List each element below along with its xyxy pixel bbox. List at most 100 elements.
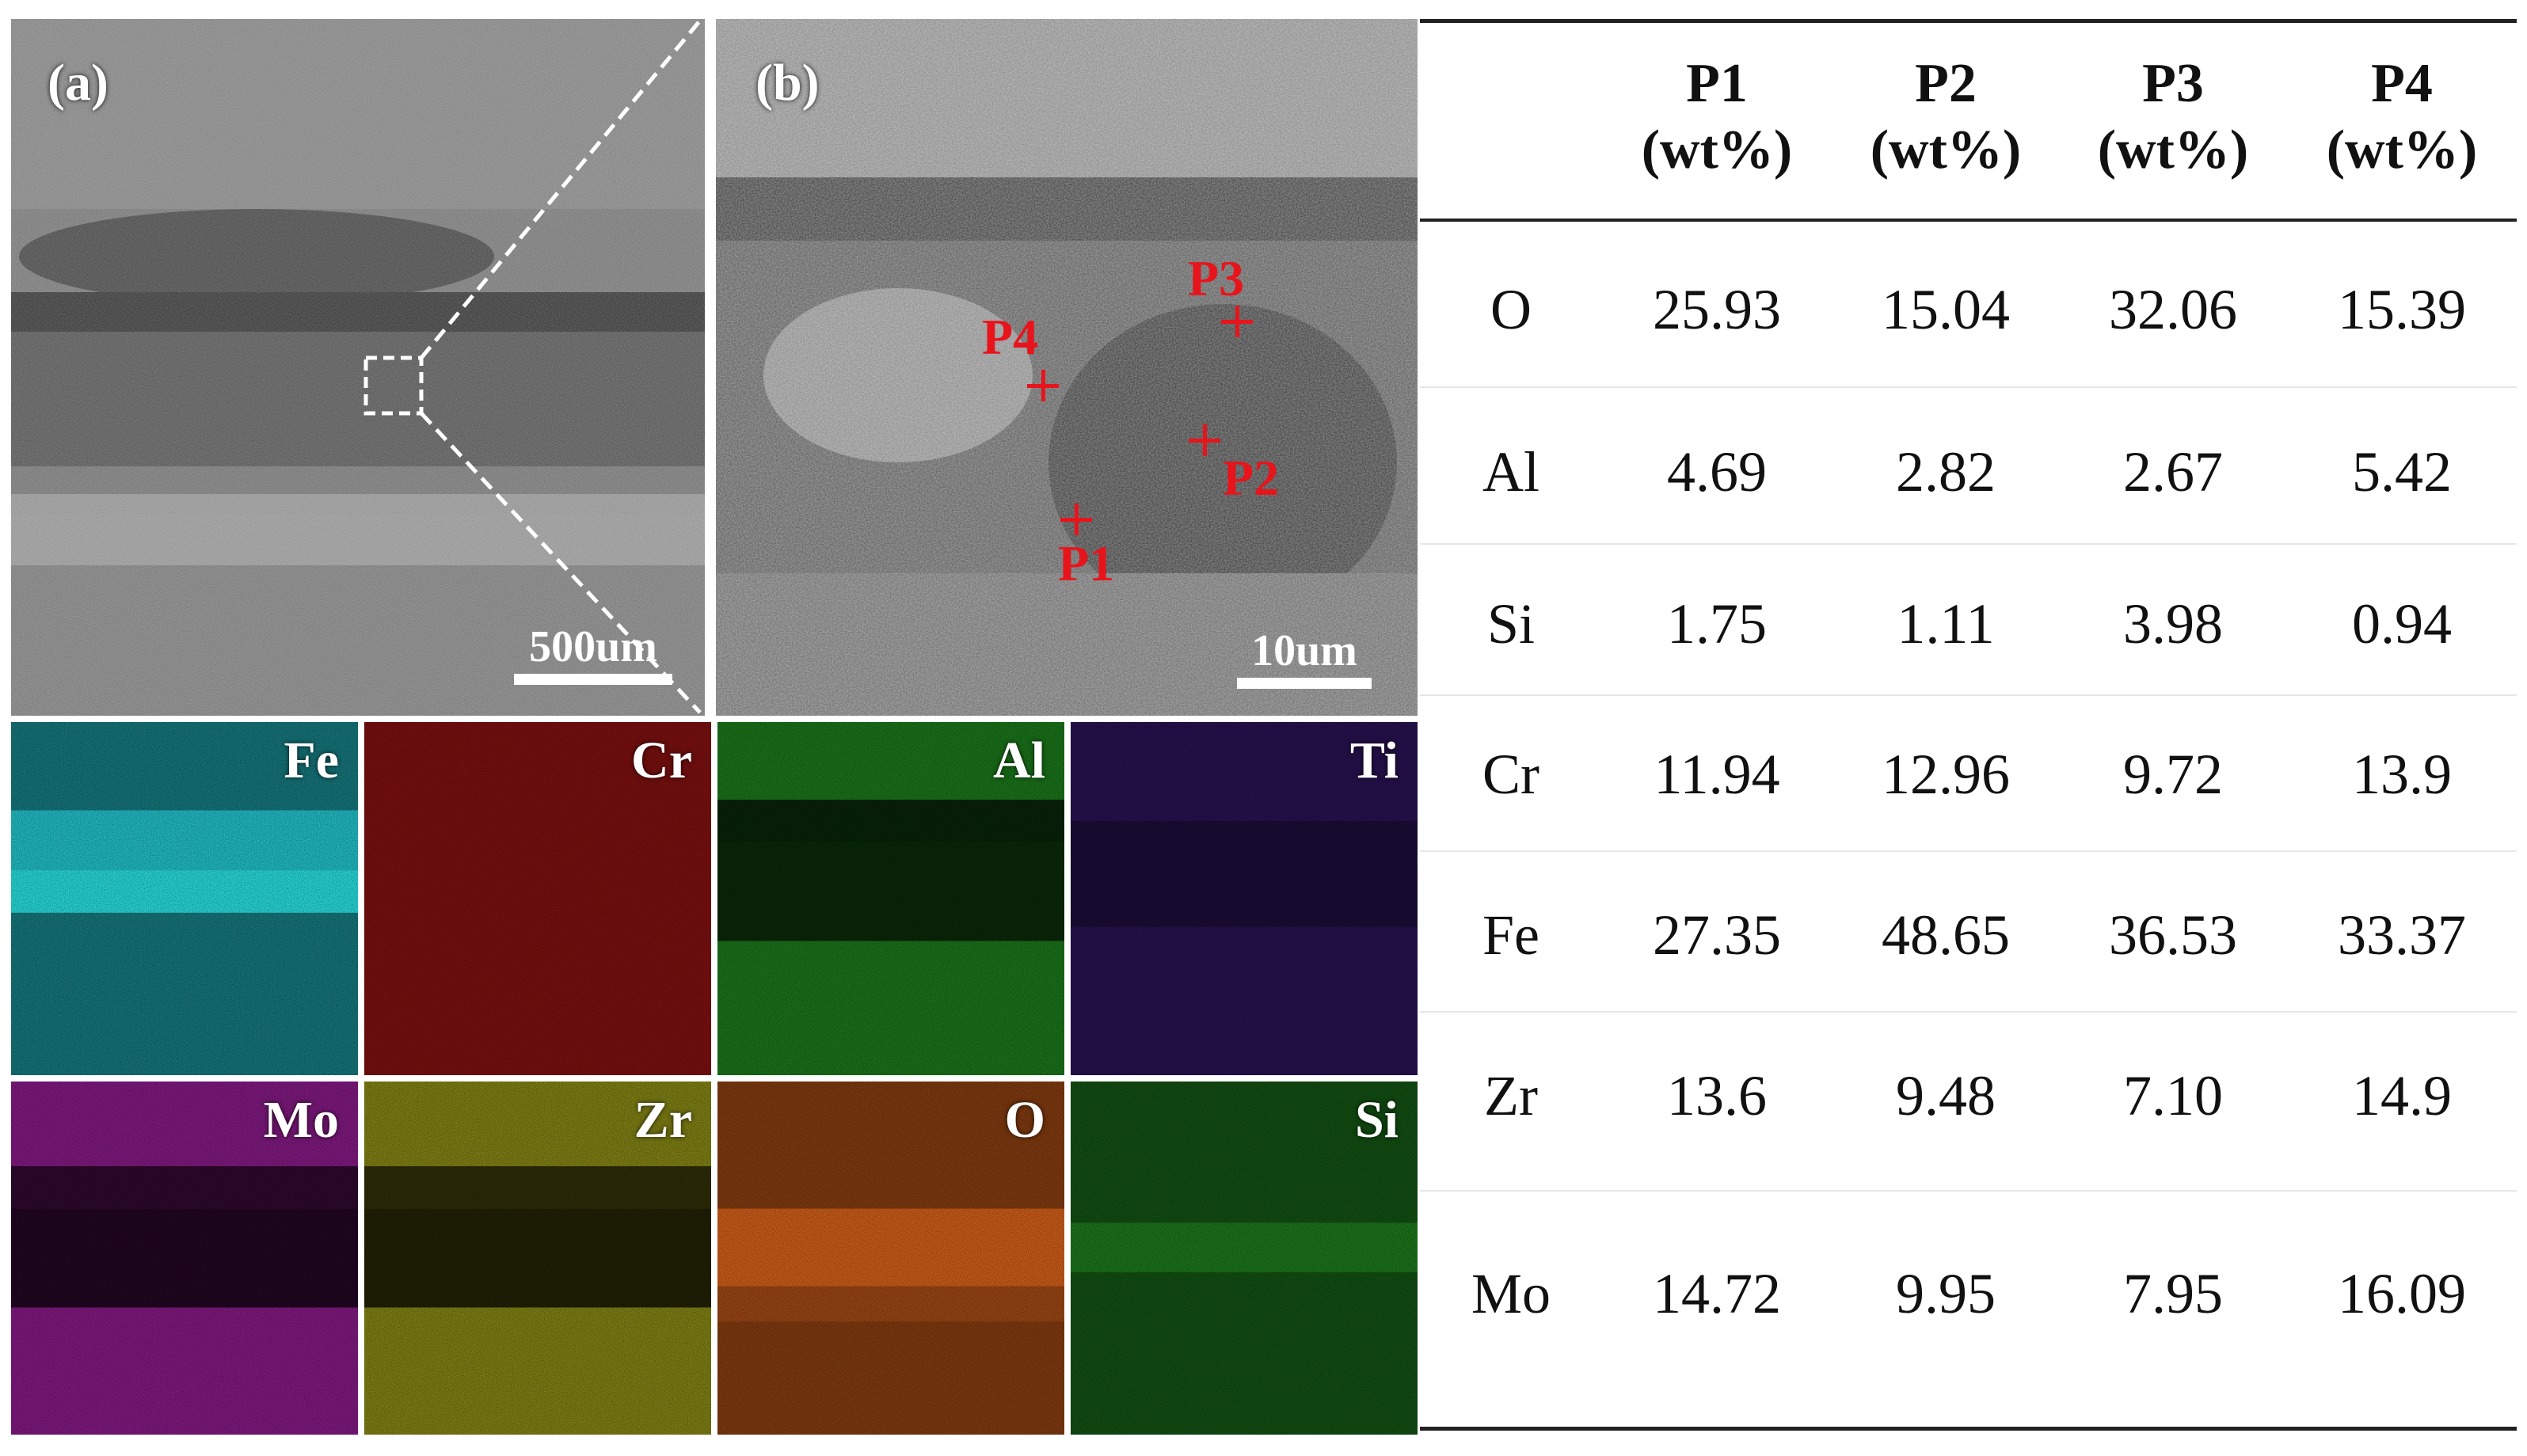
eds-map-al: Al (717, 722, 1064, 1075)
point-label-p3: P3 (1188, 250, 1245, 306)
eds-map-texture (11, 722, 358, 1075)
table-cell: 48.65 (1882, 903, 2010, 967)
table-cell: 5.42 (2352, 440, 2452, 504)
eds-map-label: Zr (634, 1091, 692, 1149)
eds-map-label: Al (993, 732, 1045, 789)
eds-map-zr: Zr (364, 1082, 711, 1435)
table-cell: 12.96 (1882, 743, 2010, 806)
row-divider (1420, 1190, 2517, 1192)
table-cell: 9.72 (2123, 743, 2223, 806)
row-divider (1420, 850, 2517, 852)
table-cell: 3.98 (2123, 592, 2223, 656)
scale-bar-a-label: 500um (529, 622, 657, 671)
point-label-p1: P1 (1058, 535, 1115, 591)
col-header-p4-name: P4 (2371, 53, 2433, 114)
eds-map-texture (364, 1082, 711, 1435)
table-cell: 16.09 (2338, 1262, 2466, 1325)
table-cell: 7.95 (2123, 1262, 2223, 1325)
sem-image-b: (b) 10um P3 P4 P2 P1 (716, 19, 1418, 716)
table-cell: 9.95 (1896, 1262, 1996, 1325)
col-header-p2-name: P2 (1915, 53, 1977, 114)
col-header-p3: P3 (wt%) (2058, 51, 2288, 184)
row-element-label: Fe (1482, 903, 1539, 967)
sem-image-b-texture (716, 19, 1418, 716)
eds-map-texture (717, 722, 1064, 1075)
scale-bar-a: 500um (514, 625, 672, 685)
eds-map-label: Si (1354, 1091, 1399, 1149)
eds-map-label: Fe (284, 732, 339, 789)
col-header-p1: P1 (wt%) (1602, 51, 1832, 184)
row-element-label: Zr (1484, 1064, 1538, 1127)
col-header-p2-unit: (wt%) (1870, 120, 2022, 181)
eds-map-label: Mo (263, 1091, 339, 1149)
table-cell: 7.10 (2123, 1064, 2223, 1127)
row-divider (1420, 694, 2517, 696)
eds-map-label: Ti (1349, 732, 1399, 789)
table-cell: 33.37 (2338, 903, 2466, 967)
table-cell: 0.94 (2352, 592, 2452, 656)
point-marker-p1 (1060, 504, 1092, 535)
col-header-p1-unit: (wt%) (1641, 120, 1793, 181)
col-header-p1-name: P1 (1686, 53, 1748, 114)
table-bottom-rule (1420, 1427, 2517, 1431)
point-marker-p2 (1189, 424, 1220, 456)
table-cell: 4.69 (1667, 440, 1767, 504)
scale-bar-b-label: 10um (1251, 626, 1357, 675)
row-element-label: Al (1482, 440, 1539, 504)
eds-map-texture (11, 1082, 358, 1435)
row-element-label: Cr (1482, 743, 1539, 806)
table-cell: 1.11 (1897, 592, 1995, 656)
table-cell: 36.53 (2109, 903, 2237, 967)
scale-bar-b-line (1237, 678, 1372, 689)
eds-map-ti: Ti (1071, 722, 1418, 1075)
point-label-p4: P4 (982, 309, 1039, 365)
table-cell: 15.04 (1882, 278, 2010, 341)
eds-map-cr: Cr (364, 722, 711, 1075)
eds-map-texture (1071, 722, 1418, 1075)
eds-map-texture (717, 1082, 1064, 1435)
table-cell: 2.67 (2123, 440, 2223, 504)
col-header-p2: P2 (wt%) (1831, 51, 2061, 184)
table-cell: 9.48 (1896, 1064, 1996, 1127)
row-divider (1420, 386, 2517, 388)
eds-map-label: O (1004, 1091, 1045, 1149)
table-cell: 25.93 (1653, 278, 1781, 341)
row-element-label: Si (1486, 592, 1536, 656)
table-cell: 32.06 (2109, 278, 2237, 341)
table-cell: 27.35 (1653, 903, 1781, 967)
table-cell: 14.9 (2352, 1064, 2452, 1127)
point-marker-p3 (1221, 306, 1253, 337)
eds-map-si: Si (1071, 1082, 1418, 1435)
table-cell: 11.94 (1654, 743, 1780, 806)
table-cell: 1.75 (1667, 592, 1767, 656)
table-cell: 14.72 (1653, 1262, 1781, 1325)
sem-image-a-texture (11, 19, 705, 716)
eds-map-fe: Fe (11, 722, 358, 1075)
table-cell: 2.82 (1896, 440, 1996, 504)
table-header-rule (1420, 219, 2517, 222)
eds-map-texture (364, 722, 711, 1075)
table-top-rule (1420, 19, 2517, 23)
table-cell: 13.6 (1667, 1064, 1767, 1127)
col-header-p3-unit: (wt%) (2097, 120, 2249, 181)
eds-map-grid: Fe Cr Al Ti Mo Zr O Si (11, 722, 1418, 1435)
point-marker-p4 (1027, 370, 1059, 401)
point-label-p2: P2 (1223, 450, 1280, 506)
col-header-p3-name: P3 (2142, 53, 2204, 114)
row-element-label: Mo (1471, 1262, 1551, 1325)
eds-map-label: Cr (631, 732, 692, 789)
col-header-p4-unit: (wt%) (2326, 120, 2478, 181)
panel-b-label: (b) (755, 54, 820, 112)
eds-map-mo: Mo (11, 1082, 358, 1435)
panel-a-label: (a) (48, 54, 108, 112)
scale-bar-a-line (514, 674, 672, 685)
sem-image-a: (a) 500um (11, 19, 705, 716)
table-cell: 15.39 (2338, 278, 2466, 341)
table-cell: 13.9 (2352, 743, 2452, 806)
eds-map-o: O (717, 1082, 1064, 1435)
row-divider (1420, 1010, 2517, 1013)
row-element-label: O (1490, 278, 1532, 341)
eds-map-texture (1071, 1082, 1418, 1435)
scale-bar-b: 10um (1237, 629, 1372, 689)
